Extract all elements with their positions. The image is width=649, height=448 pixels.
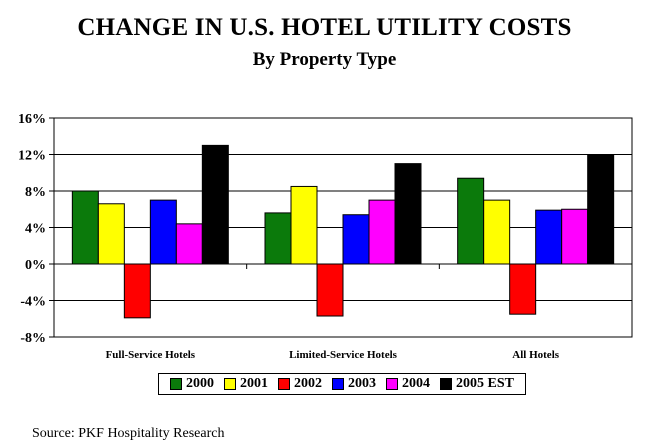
chart-legend: 2000 2001 2002 2003 2004 2005 EST <box>158 373 526 395</box>
bar <box>264 212 292 265</box>
bar <box>561 208 589 265</box>
legend-label: 2000 <box>186 376 215 391</box>
legend-item: 2000 <box>170 376 214 392</box>
legend-label: 2001 <box>240 376 269 391</box>
legend-label: 2004 <box>402 376 431 391</box>
bar <box>97 203 125 265</box>
legend-swatch <box>386 378 399 390</box>
legend-item: 2002 <box>278 376 322 392</box>
y-tick-label: 4% <box>25 222 46 237</box>
legend-swatch <box>278 378 291 390</box>
bar <box>201 144 229 265</box>
bar <box>457 177 485 265</box>
bar <box>394 163 422 265</box>
bar <box>175 223 203 265</box>
x-category-label: Full-Service Hotels <box>106 349 196 361</box>
chart-subtitle: By Property Type <box>252 49 397 70</box>
y-tick-label: 8% <box>25 185 46 200</box>
x-category-label: All Hotels <box>512 349 559 361</box>
bar <box>535 209 563 265</box>
legend-item: 2004 <box>386 376 430 392</box>
legend-item: 2001 <box>224 376 268 392</box>
bar <box>483 199 511 265</box>
y-tick-label: -8% <box>20 331 46 346</box>
legend-item: 2005 EST <box>440 376 514 392</box>
chart-title: CHANGE IN U.S. HOTEL UTILITY COSTS <box>77 14 572 41</box>
bar <box>368 199 396 265</box>
legend-swatch <box>332 378 345 390</box>
bar <box>149 199 177 265</box>
bar <box>123 263 151 319</box>
source-note: Source: PKF Hospitality Research <box>32 426 225 441</box>
bar <box>509 263 537 315</box>
legend-label: 2002 <box>294 376 323 391</box>
bar <box>290 185 318 265</box>
x-category-label: Limited-Service Hotels <box>289 349 398 361</box>
legend-swatch <box>440 378 453 390</box>
legend-swatch <box>224 378 237 390</box>
bar <box>342 214 370 265</box>
y-tick-label: 12% <box>18 149 46 164</box>
y-tick-label: 0% <box>25 258 46 273</box>
legend-item: 2003 <box>332 376 376 392</box>
legend-label: 2005 EST <box>456 376 514 391</box>
bar <box>71 190 99 265</box>
legend-swatch <box>170 378 183 390</box>
legend-label: 2003 <box>348 376 377 391</box>
y-tick-label: -4% <box>20 295 46 310</box>
bar <box>316 263 344 317</box>
bar <box>587 154 615 265</box>
y-tick-label: 16% <box>18 112 46 127</box>
